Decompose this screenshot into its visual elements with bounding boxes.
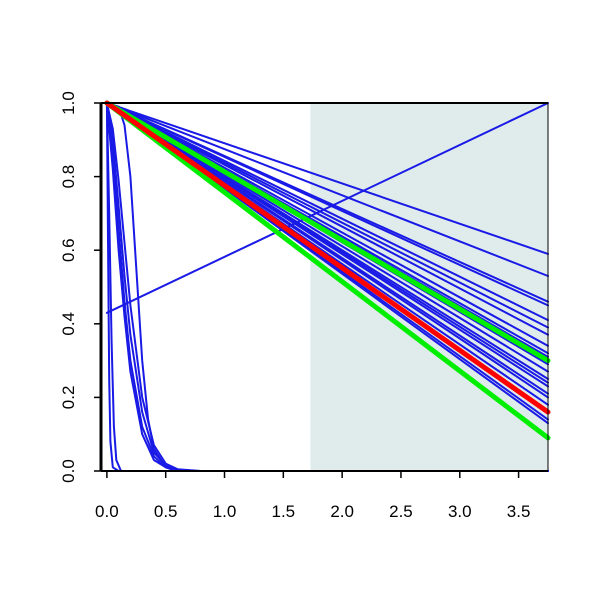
series-line-26 [105, 102, 549, 472]
x-axis: 0.0 0.5 1.0 1.5 2.0 2.5 3.0 3.5 [95, 471, 530, 521]
x-tick-label: 3.5 [507, 502, 531, 521]
series-line-2 [105, 102, 549, 277]
series-line-22 [105, 102, 549, 314]
emphasis-series-layer [104, 100, 551, 441]
y-tick-label: 1.0 [59, 91, 78, 115]
x-tick-label: 1.5 [272, 502, 296, 521]
series-line-4 [105, 102, 549, 307]
y-axis: 0.0 0.2 0.4 0.6 0.8 1.0 [59, 91, 101, 483]
series-line-5 [105, 102, 549, 322]
x-tick-label: 0.5 [154, 502, 178, 521]
series-line-1 [105, 102, 549, 255]
x-tick-label: 2.5 [389, 502, 413, 521]
y-tick-label: 0.8 [59, 165, 78, 189]
y-tick-label: 0.6 [59, 238, 78, 262]
y-tick-label: 0.0 [59, 459, 78, 483]
series-line-7 [105, 102, 549, 336]
plot-frame-layer [99, 102, 549, 472]
x-tick-label: 1.0 [213, 502, 237, 521]
highlight-series-line-32 [104, 100, 551, 415]
series-line-6 [105, 102, 549, 329]
x-tick-label: 2.0 [330, 502, 354, 521]
y-tick-label: 0.2 [59, 386, 78, 410]
x-tick-label: 3.0 [448, 502, 472, 521]
series-line-15 [105, 102, 549, 388]
y-tick-label: 0.4 [59, 312, 78, 336]
bound-series-line-31 [104, 100, 551, 441]
x-tick-label: 0.0 [95, 502, 119, 521]
bound-series-line-30 [104, 100, 551, 364]
